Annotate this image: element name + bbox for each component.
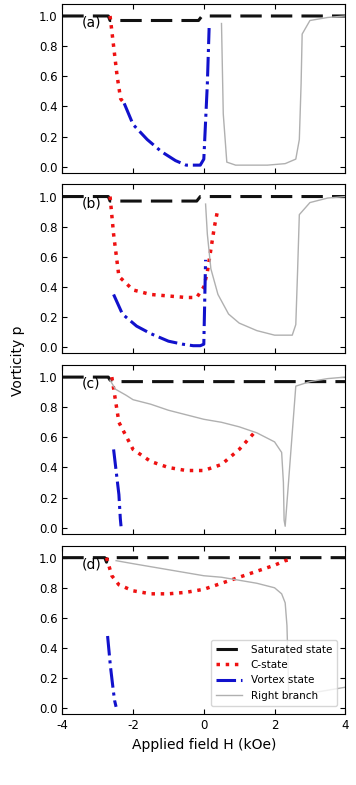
Text: (b): (b)	[82, 196, 102, 210]
X-axis label: Applied field H (kOe): Applied field H (kOe)	[132, 738, 276, 752]
Legend: Saturated state, C-state, Vortex state, Right branch: Saturated state, C-state, Vortex state, …	[211, 640, 337, 706]
Text: Vorticity p: Vorticity p	[11, 326, 25, 396]
Text: (c): (c)	[82, 377, 101, 391]
Text: (d): (d)	[82, 557, 102, 571]
Text: (a): (a)	[82, 16, 101, 30]
